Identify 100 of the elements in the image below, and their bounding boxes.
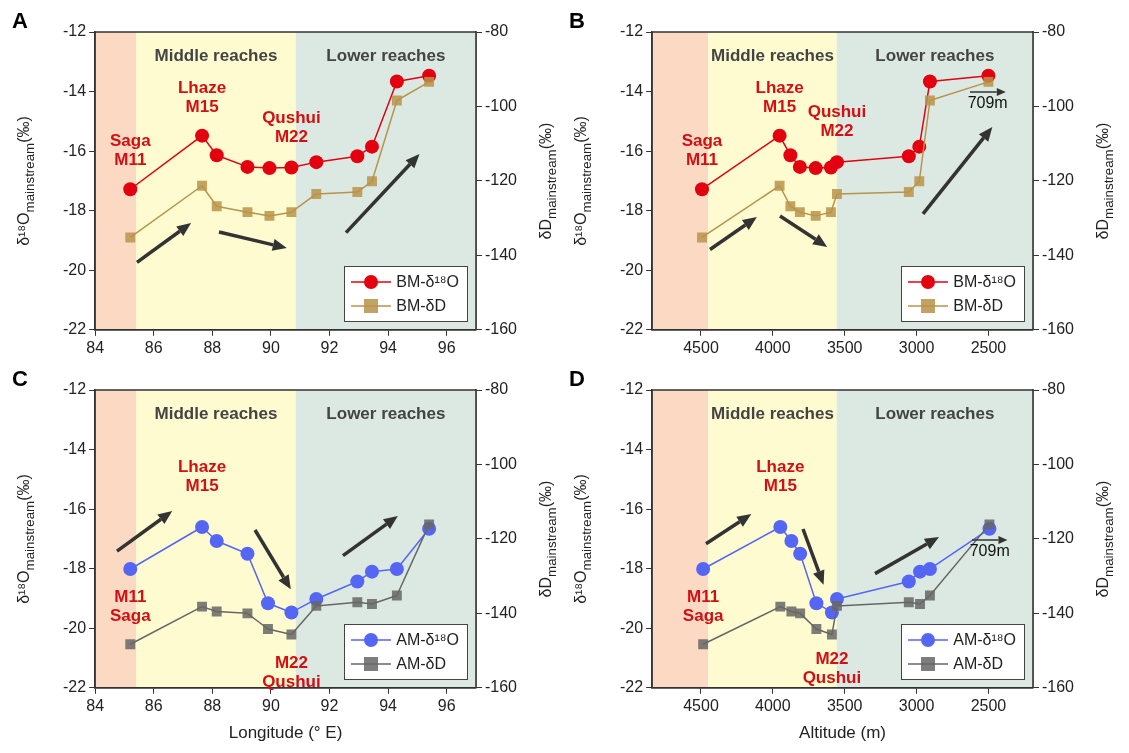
x-tick-label: 2500	[970, 338, 1007, 356]
y-tick-label: -16	[63, 499, 87, 517]
point	[901, 574, 916, 589]
point	[809, 596, 824, 611]
x-axis-title: Longitude (° E)	[228, 723, 343, 743]
point	[350, 149, 365, 164]
x-tick-label: 3500	[826, 696, 863, 714]
point	[794, 207, 805, 218]
y2-tick-label: -160	[1041, 320, 1075, 338]
y-tick-label: -18	[620, 559, 644, 577]
point	[209, 148, 224, 163]
point	[284, 605, 299, 620]
point	[922, 561, 937, 576]
x-tick-label: 84	[86, 338, 105, 356]
point	[792, 159, 807, 174]
point	[924, 590, 935, 601]
y-tick-label: -22	[63, 320, 87, 338]
y2-tick-label: -140	[484, 245, 518, 263]
annotation: 709m	[967, 94, 1008, 113]
point	[697, 232, 707, 243]
point	[832, 188, 842, 199]
band-label: Lower reaches	[875, 403, 995, 423]
point	[389, 561, 404, 576]
annotation: Saga M11	[109, 131, 152, 170]
legend-label: BM-δ¹⁸O	[396, 272, 459, 291]
point	[352, 597, 363, 608]
point	[391, 95, 402, 106]
y-tick-label: -22	[63, 678, 87, 696]
annotation: M22 Qushui	[802, 648, 862, 687]
point	[286, 207, 297, 218]
point	[829, 155, 844, 170]
band-label: Lower reaches	[326, 403, 446, 423]
point	[793, 546, 808, 561]
y2-tick-label: -80	[484, 22, 509, 40]
x-tick-label: 94	[379, 696, 398, 714]
x-tick-label: 90	[262, 338, 280, 356]
annotation: M11 Saga	[682, 587, 724, 626]
y-tick-label: -12	[63, 22, 87, 40]
point	[240, 546, 255, 561]
y-tick-label: -20	[63, 618, 87, 636]
x-axis-title: Altitude (m)	[799, 723, 887, 743]
annotation: M22 Qushui	[262, 652, 321, 691]
point	[915, 599, 925, 609]
point	[240, 159, 255, 174]
point	[825, 207, 836, 218]
point	[389, 74, 404, 89]
band-label: Middle reaches	[154, 403, 278, 423]
y2-tick-label: -120	[1041, 171, 1075, 189]
y-tick-label: -18	[620, 201, 644, 219]
annotation: Lhaze M15	[177, 457, 227, 496]
y-tick-label: -16	[63, 141, 87, 159]
chart-title: A	[12, 8, 28, 34]
point	[352, 187, 363, 198]
x-tick-label: 92	[320, 338, 339, 356]
y-tick-label: -12	[620, 380, 644, 398]
y-tick-label: -12	[63, 380, 87, 398]
point	[785, 201, 796, 212]
point	[311, 188, 322, 199]
chart-title: C	[12, 366, 28, 392]
point	[367, 599, 377, 609]
y2-tick-label: -100	[1041, 454, 1075, 472]
y-tick-label: -22	[620, 678, 644, 696]
point	[811, 624, 822, 634]
point	[391, 590, 402, 601]
point	[242, 608, 253, 619]
point	[783, 148, 798, 163]
point	[924, 95, 935, 106]
y-tick-label: -14	[620, 439, 644, 457]
y-tick-label: -22	[620, 320, 644, 338]
point	[309, 155, 324, 170]
point	[774, 180, 785, 191]
x-tick-label: 4000	[755, 696, 791, 714]
point	[810, 210, 821, 221]
point	[773, 519, 788, 534]
y2-tick-label: -160	[484, 320, 518, 338]
x-tick-label: 86	[144, 696, 163, 714]
point	[263, 624, 273, 634]
point	[901, 149, 916, 164]
legend-label: AM-δ¹⁸O	[953, 630, 1016, 649]
band-label: Middle reaches	[711, 45, 834, 65]
x-tick-label: 94	[379, 338, 398, 356]
point	[195, 128, 210, 143]
point	[698, 639, 709, 650]
point	[284, 160, 299, 175]
point	[424, 519, 435, 530]
y-tick-label: -20	[63, 260, 87, 278]
x-tick-label: 84	[86, 696, 105, 714]
point	[262, 161, 277, 176]
point	[125, 232, 136, 243]
point	[209, 533, 224, 548]
y2-tick-label: -140	[1041, 603, 1075, 621]
point	[367, 176, 377, 187]
point	[242, 207, 253, 218]
point	[784, 533, 799, 548]
y2-tick-label: -100	[484, 96, 518, 114]
point	[123, 561, 138, 576]
point	[195, 519, 210, 534]
y-tick-label: -14	[63, 81, 87, 99]
point	[832, 600, 842, 611]
point	[903, 187, 914, 198]
